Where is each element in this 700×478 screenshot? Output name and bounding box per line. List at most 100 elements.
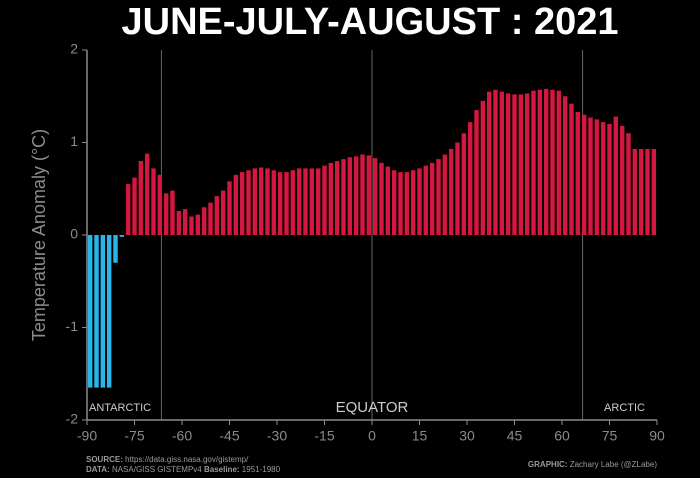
bar: [480, 100, 486, 235]
bar: [638, 148, 644, 235]
x-tick-label: -15: [314, 428, 334, 444]
bar: [467, 122, 473, 235]
bar: [119, 235, 125, 237]
bar: [341, 159, 346, 235]
bar: [442, 154, 448, 235]
region-label: ARCTIC: [604, 402, 645, 414]
bar: [493, 89, 498, 236]
y-tick-label: 2: [70, 41, 78, 57]
bar: [201, 207, 207, 235]
footer-source: SOURCE: https://data.giss.nasa.gov/giste…: [86, 455, 249, 464]
bar: [613, 116, 619, 235]
bar: [474, 110, 479, 235]
bar: [651, 148, 657, 235]
bar: [113, 235, 118, 263]
footer-data: DATA: NASA/GISS GISTEMPv4 Baseline: 1951…: [86, 465, 281, 474]
bar: [429, 162, 435, 235]
bar: [265, 168, 270, 235]
bar: [303, 168, 308, 235]
bar: [391, 170, 397, 235]
y-tick-label: 1: [70, 133, 78, 149]
data-label: DATA:: [86, 465, 110, 474]
bar: [645, 148, 650, 235]
bar: [632, 148, 638, 235]
bar: [315, 168, 321, 235]
x-tick-label: 30: [459, 428, 475, 444]
y-tick-label: 0: [70, 226, 78, 242]
bar: [619, 125, 625, 235]
bar: [448, 148, 454, 235]
bar: [214, 196, 220, 235]
bar: [100, 235, 106, 388]
x-tick-label: 0: [368, 428, 376, 444]
bar: [208, 202, 213, 235]
bar: [626, 133, 631, 235]
bar: [322, 165, 327, 235]
bar: [309, 168, 315, 235]
baseline: 1951-1980: [242, 465, 281, 474]
bar: [594, 119, 600, 235]
bar: [569, 103, 574, 236]
bar: [125, 184, 131, 235]
bar: [366, 155, 372, 235]
bar: [588, 117, 593, 235]
bar: [531, 90, 536, 235]
bar: [372, 158, 378, 235]
bar: [277, 172, 283, 235]
bar: [347, 157, 353, 235]
bar: [233, 174, 239, 235]
x-tick-label: -30: [267, 428, 287, 444]
x-tick-label: 90: [649, 428, 665, 444]
bar: [87, 235, 93, 388]
bar: [436, 159, 441, 235]
bar: [360, 154, 365, 235]
bar: [423, 165, 429, 235]
bar: [550, 89, 555, 236]
bar: [290, 170, 296, 235]
bar: [385, 166, 391, 235]
bar: [328, 162, 334, 235]
bar: [556, 90, 562, 235]
graphic-label: GRAPHIC:: [528, 460, 568, 469]
bar: [138, 161, 144, 235]
bar: [562, 96, 568, 235]
bar: [404, 172, 410, 235]
bar: [182, 209, 188, 235]
y-tick-label: -2: [66, 411, 79, 427]
y-tick-label: -1: [66, 318, 79, 334]
x-tick-label: -45: [219, 428, 239, 444]
bar: [512, 94, 517, 236]
x-tick-label: 15: [412, 428, 428, 444]
bar: [537, 89, 543, 236]
bar: [296, 168, 302, 235]
bar: [353, 156, 359, 235]
bar: [163, 193, 169, 235]
bar: [575, 111, 581, 235]
bar: [499, 91, 505, 235]
y-axis-label: Temperature Anomaly (°C): [29, 129, 49, 341]
bar: [106, 235, 112, 388]
x-tick-label: -90: [77, 428, 97, 444]
bar: [379, 162, 384, 235]
bar: [518, 94, 524, 236]
bar: [524, 93, 530, 235]
bar: [284, 172, 289, 235]
x-tick-label: -60: [172, 428, 192, 444]
bar: [239, 172, 245, 235]
bar: [461, 133, 467, 235]
source-label: SOURCE:: [86, 455, 123, 464]
baseline-label: Baseline:: [204, 465, 240, 474]
footer-graphic: GRAPHIC: Zachary Labe (@ZLabe): [528, 460, 657, 469]
graphic: Zachary Labe (@ZLabe): [570, 460, 658, 469]
x-tick-label: -75: [124, 428, 144, 444]
bar: [157, 174, 163, 235]
bar: [271, 170, 277, 235]
bar: [410, 170, 416, 235]
bar: [195, 214, 201, 235]
bar: [227, 181, 232, 235]
chart-title: JUNE-JULY-AUGUST : 2021: [122, 1, 619, 43]
bar: [581, 114, 587, 235]
bar: [176, 210, 182, 235]
bar: [505, 93, 511, 235]
